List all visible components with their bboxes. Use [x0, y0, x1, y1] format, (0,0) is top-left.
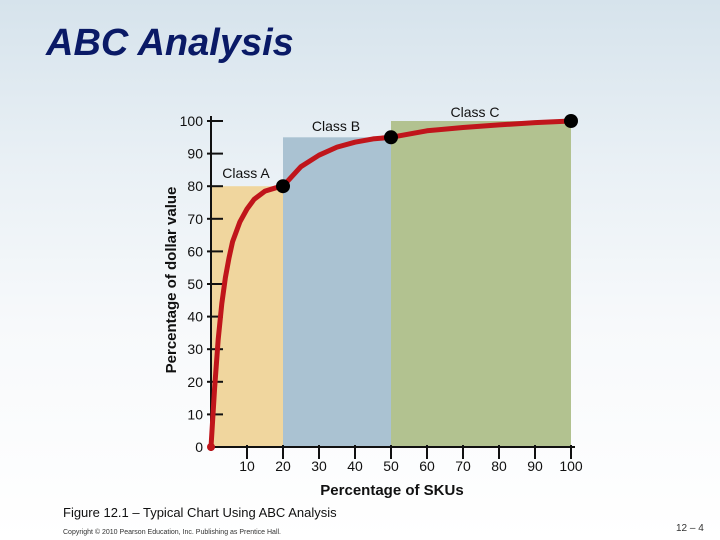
y-tick-label: 70 [187, 211, 203, 227]
x-axis-title: Percentage of SKUs [320, 482, 463, 499]
y-tick-label: 20 [187, 374, 203, 390]
y-tick-label: 10 [187, 406, 203, 422]
origin-point [207, 443, 215, 451]
y-tick-label: 50 [187, 276, 203, 292]
y-axis-title: Percentage of dollar value [163, 187, 180, 374]
y-tick-label: 60 [187, 243, 203, 259]
x-tick-label: 60 [419, 458, 435, 474]
x-tick-label: 90 [527, 458, 543, 474]
slide-title: ABC Analysis [46, 22, 294, 64]
labels: Class A Class B Class C Percentage of SK… [163, 104, 500, 499]
y-tick-label: 0 [195, 439, 203, 455]
y-tick-label: 80 [187, 178, 203, 194]
class-c-label: Class C [450, 104, 499, 120]
x-tick-label: 10 [239, 458, 255, 474]
class-b-label: Class B [312, 118, 360, 134]
page-number: 12 – 4 [676, 523, 704, 534]
region-class-c [391, 121, 571, 447]
x-tick-label: 70 [455, 458, 471, 474]
y-tick-label: 30 [187, 341, 203, 357]
x-tick-label: 80 [491, 458, 507, 474]
x-tick-label: 40 [347, 458, 363, 474]
class-a-label: Class A [222, 165, 270, 181]
class-regions [211, 121, 571, 448]
y-tick-label: 40 [187, 309, 203, 325]
class-boundary-marker [564, 114, 578, 128]
class-boundary-marker [276, 179, 290, 194]
figure-caption: Figure 12.1 – Typical Chart Using ABC An… [63, 505, 337, 520]
y-tick-label: 90 [187, 146, 203, 162]
x-tick-label: 100 [559, 458, 583, 474]
x-tick-label: 30 [311, 458, 327, 474]
x-tick-label: 50 [383, 458, 399, 474]
markers [207, 114, 578, 451]
axes: 0 10 20 30 40 50 60 70 80 90 100 10 20 30 40 50 60 70 80 90… [180, 113, 583, 474]
x-tick-label: 20 [275, 458, 291, 474]
copyright-text: Copyright © 2010 Pearson Education, Inc.… [63, 529, 282, 536]
y-tick-label: 100 [180, 113, 204, 129]
class-boundary-marker [384, 130, 398, 145]
region-class-b [283, 137, 391, 448]
